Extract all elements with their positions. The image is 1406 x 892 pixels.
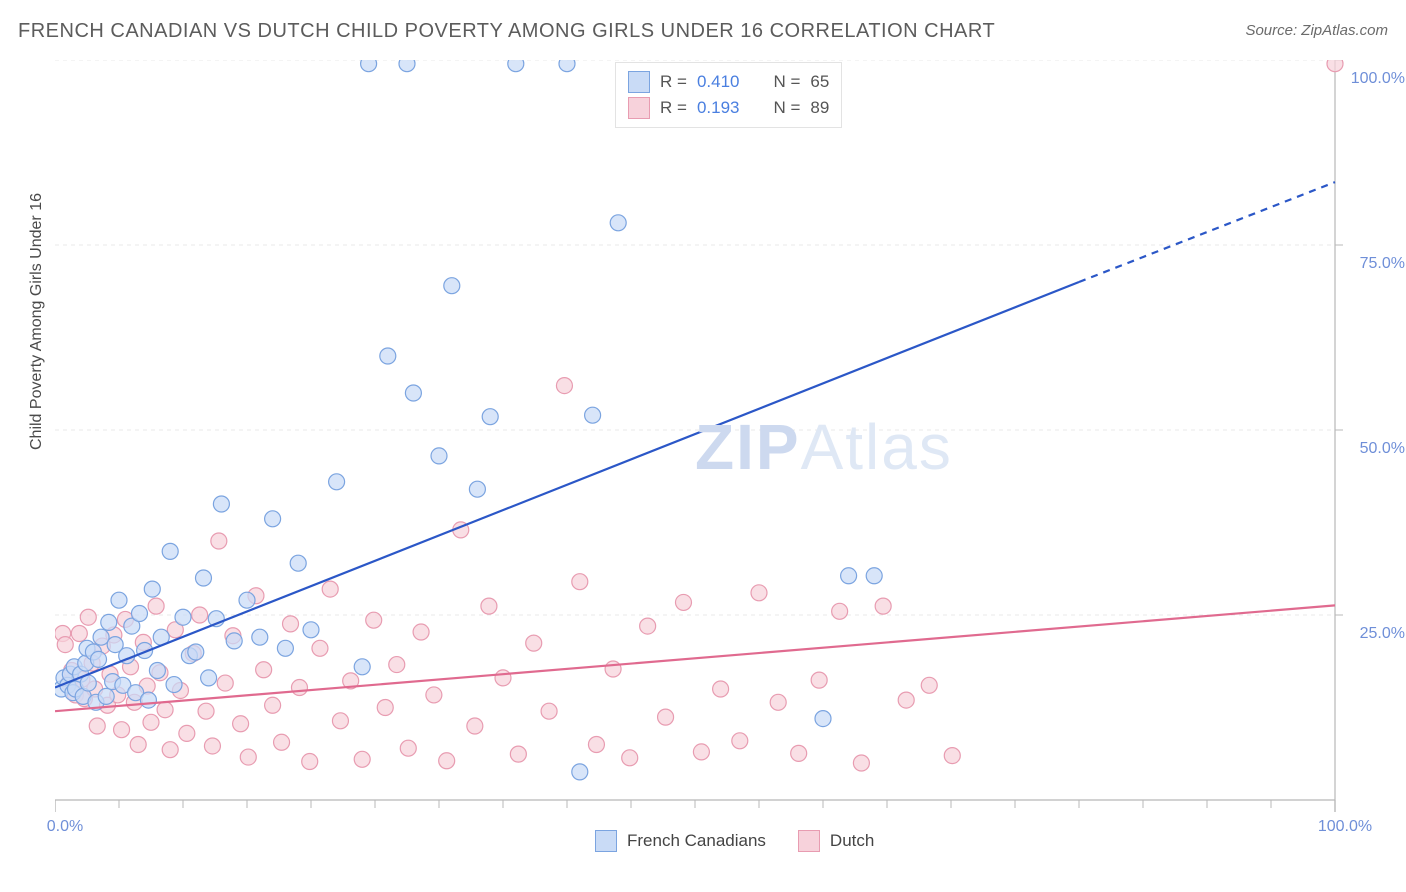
legend-series-label: Dutch [830, 831, 874, 851]
r-value: 0.410 [697, 72, 740, 92]
n-value: 65 [810, 72, 829, 92]
legend-swatch [628, 71, 650, 93]
scatter-chart [55, 60, 1375, 860]
legend-stat-row: R = 0.410 N = 65 [628, 69, 829, 95]
y-axis-label: Child Poverty Among Girls Under 16 [28, 193, 46, 450]
y-tick-label: 50.0% [1345, 440, 1405, 458]
y-tick-label: 75.0% [1345, 255, 1405, 273]
x-tick-label: 0.0% [30, 818, 100, 836]
legend-stat-row: R = 0.193 N = 89 [628, 95, 829, 121]
n-value: 89 [810, 98, 829, 118]
source-label: Source: ZipAtlas.com [1245, 22, 1388, 39]
legend-swatch [798, 830, 820, 852]
legend-series: French Canadians Dutch [595, 830, 896, 852]
r-label: R = [660, 72, 687, 92]
n-label: N = [773, 98, 800, 118]
plot-area: ZIPAtlas R =0.410N =65R =0.193N =89 Fren… [55, 60, 1375, 830]
chart-title: FRENCH CANADIAN VS DUTCH CHILD POVERTY A… [18, 20, 995, 43]
x-tick-label: 100.0% [1310, 818, 1380, 836]
legend-series-label: French Canadians [627, 831, 766, 851]
y-tick-label: 100.0% [1345, 70, 1405, 88]
legend-stats: R = 0.410 N = 65 R = 0.193 N = 89 [615, 62, 842, 128]
r-label: R = [660, 98, 687, 118]
n-label: N = [773, 72, 800, 92]
legend-swatch [628, 97, 650, 119]
y-tick-label: 25.0% [1345, 625, 1405, 643]
legend-swatch [595, 830, 617, 852]
r-value: 0.193 [697, 98, 740, 118]
